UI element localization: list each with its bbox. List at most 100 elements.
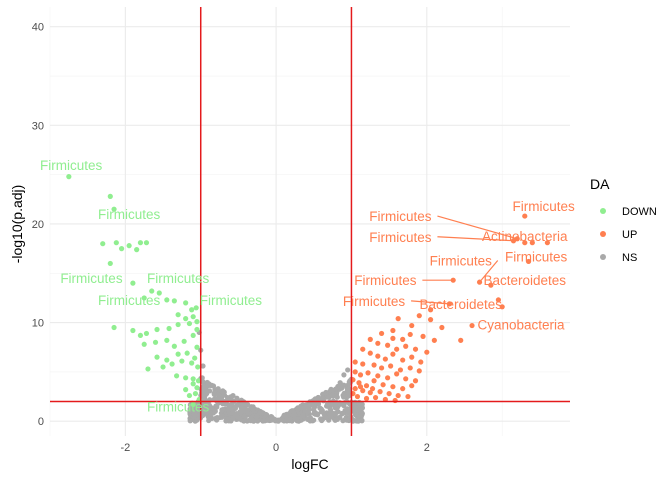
point-ns: [302, 404, 308, 410]
point-ns: [319, 417, 325, 424]
point-up: [390, 335, 396, 341]
point-up: [409, 322, 415, 329]
point-ns: [320, 391, 326, 397]
point-up: [412, 346, 419, 352]
y-tick-label: 0: [38, 416, 44, 428]
point-ns: [201, 404, 207, 410]
point-up: [354, 393, 361, 400]
point-down: [171, 298, 177, 304]
label-leader: [411, 300, 450, 305]
point-up: [386, 390, 392, 397]
point-up: [400, 336, 406, 342]
x-tick-label: 2: [424, 442, 430, 454]
legend: DA DOWN UP NS: [590, 176, 657, 264]
point-down: [137, 332, 144, 339]
point-up: [360, 346, 366, 352]
label-leader: [437, 215, 518, 240]
point-down: [171, 343, 177, 349]
legend-title: DA: [590, 176, 610, 192]
point-up: [416, 313, 422, 319]
point-up: [544, 240, 550, 246]
point-up: [488, 282, 494, 288]
point-ns: [239, 401, 245, 407]
point-ns: [215, 415, 221, 421]
point-ns: [187, 418, 193, 424]
y-tick-label: 30: [32, 120, 44, 132]
point-down: [134, 247, 140, 253]
point-up: [363, 383, 370, 389]
point-label: Firmicutes: [98, 293, 161, 308]
point-up: [416, 368, 422, 374]
y-tick-label: 20: [32, 219, 44, 231]
point-ns: [221, 389, 227, 395]
point-ns: [211, 391, 217, 398]
label-leader: [479, 260, 499, 283]
point-up: [385, 375, 391, 381]
point-ns: [329, 388, 335, 394]
point-label: Firmicutes: [147, 271, 210, 286]
point-ns: [201, 388, 208, 394]
point-ns: [329, 392, 335, 398]
y-axis-title: -log10(p.adj): [9, 185, 25, 264]
point-down: [195, 364, 201, 370]
point-down: [143, 240, 150, 246]
point-down: [190, 314, 196, 320]
point-ns: [345, 367, 351, 373]
point-down: [183, 300, 189, 306]
point-up: [400, 386, 406, 392]
point-ns: [241, 418, 247, 424]
point-up: [394, 346, 400, 352]
point-down: [118, 246, 125, 252]
point-ns: [208, 405, 215, 411]
point-down: [189, 360, 195, 366]
point-ns: [324, 403, 330, 409]
label-leader-lines: [411, 215, 518, 305]
point-ns: [238, 409, 244, 415]
point-label: Cyanobacteria: [477, 318, 565, 333]
point-label: Firmicutes: [60, 271, 123, 286]
point-up: [382, 356, 388, 362]
point-ns: [346, 390, 352, 396]
point-up: [400, 357, 406, 363]
point-ns: [318, 406, 324, 412]
point-up: [367, 336, 373, 342]
point-ns: [263, 411, 269, 418]
point-down: [107, 260, 113, 267]
point-up: [407, 331, 413, 338]
y-tick-label: 10: [32, 318, 44, 330]
point-ns: [334, 416, 340, 423]
point-down: [126, 243, 132, 249]
point-down: [130, 280, 136, 286]
point-label: Firmicutes: [369, 230, 432, 245]
point-ns: [337, 380, 343, 386]
point-up: [367, 350, 373, 356]
point-ns: [340, 394, 347, 400]
point-up: [378, 330, 385, 337]
point-ns: [227, 402, 233, 408]
x-axis-ticks: -2 0 2: [120, 442, 429, 454]
point-ns: [333, 386, 339, 392]
point-ns: [244, 407, 250, 413]
point-ns: [264, 417, 270, 423]
point-ns: [210, 383, 217, 389]
point-down: [154, 354, 160, 360]
point-down: [184, 350, 190, 356]
point-ns: [300, 413, 306, 419]
point-label: Firmicutes: [343, 294, 406, 309]
point-ns: [346, 386, 352, 392]
point-label: Firmicutes: [200, 293, 263, 308]
point-up: [407, 365, 413, 371]
point-label: Bacteroidetes: [484, 273, 567, 288]
point-up: [378, 365, 385, 371]
point-down: [190, 401, 196, 408]
point-down: [190, 376, 196, 382]
point-down: [194, 319, 200, 325]
point-down: [160, 364, 166, 370]
point-down: [113, 240, 119, 246]
point-up: [352, 369, 358, 375]
point-ns: [200, 363, 206, 369]
legend-key-down: [600, 208, 606, 214]
point-ns: [359, 410, 365, 416]
point-up: [522, 240, 528, 246]
point-up: [522, 213, 528, 219]
